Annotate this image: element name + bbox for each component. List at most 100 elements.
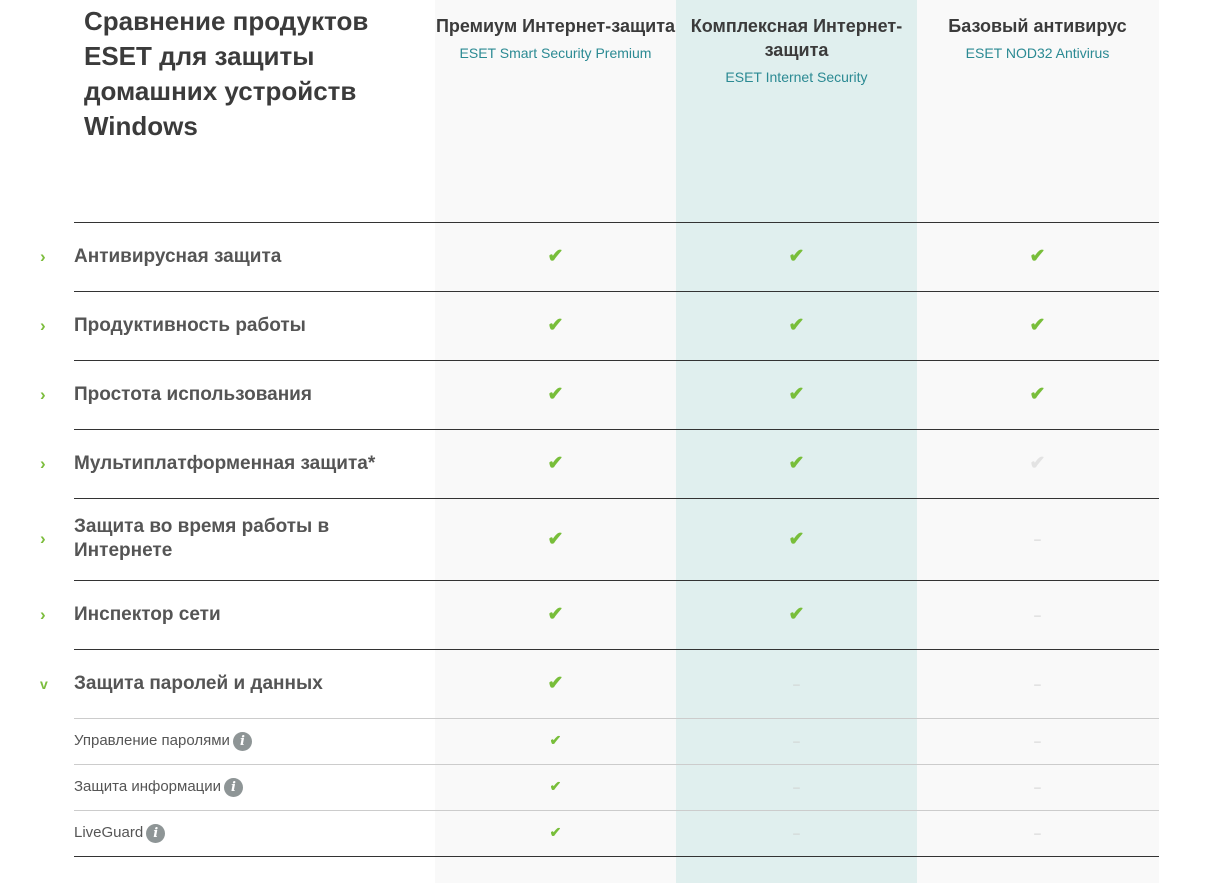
- feature-cell: ✔: [676, 452, 917, 475]
- feature-label: Защита во время работы в Интернете: [74, 515, 424, 563]
- product-sku-link[interactable]: ESET NOD32 Antivirus: [965, 45, 1110, 61]
- chevron-right-icon[interactable]: ›: [40, 453, 46, 473]
- product-sku-link[interactable]: ESET Internet Security: [725, 69, 868, 85]
- check-icon: ✔: [1029, 384, 1046, 405]
- row-divider: [74, 498, 1159, 499]
- feature-row[interactable]: › Антивирусная защита ✔ ✔ ✔: [0, 222, 1159, 291]
- row-divider: [74, 580, 1159, 581]
- check-icon: ✔: [1029, 315, 1046, 336]
- feature-row[interactable]: v Защита паролей и данных ✔ – –: [0, 649, 1159, 718]
- check-icon: ✔: [788, 384, 805, 405]
- column-nod32-bg: [917, 0, 1159, 883]
- feature-label-text: Защита во время работы в Интернете: [74, 516, 330, 561]
- feature-cell: ✔: [435, 603, 676, 626]
- feature-label: LiveGuard i: [74, 821, 424, 845]
- feature-row[interactable]: › Продуктивность работы ✔ ✔ ✔: [0, 291, 1159, 360]
- row-divider: [74, 764, 1159, 765]
- feature-label-text: Антивирусная защита: [74, 245, 282, 267]
- dash-icon: –: [793, 826, 800, 840]
- row-divider: [74, 429, 1159, 430]
- row-divider: [74, 291, 1159, 292]
- feature-label: Защита паролей и данных: [74, 672, 424, 696]
- feature-cell: ✔: [435, 245, 676, 268]
- chevron-right-icon[interactable]: ›: [40, 529, 46, 548]
- feature-cell: ✔: [435, 314, 676, 337]
- product-header: Комплексная Интернет-защита ESET Internet…: [676, 14, 917, 85]
- feature-label: Инспектор сети: [74, 603, 424, 627]
- feature-label-text: Инспектор сети: [74, 603, 221, 625]
- feature-label-text: Продуктивность работы: [74, 314, 306, 336]
- info-icon[interactable]: i: [224, 777, 244, 797]
- feature-label-text: Защита информации: [74, 778, 222, 795]
- feature-row[interactable]: › Инспектор сети ✔ ✔ –: [0, 580, 1159, 649]
- check-icon: ✔: [549, 824, 562, 840]
- feature-label: Антивирусная защита: [74, 245, 424, 269]
- feature-cell: ✔: [676, 528, 917, 551]
- dash-icon: –: [1034, 676, 1041, 691]
- row-divider: [74, 222, 1159, 223]
- feature-cell: –: [676, 675, 917, 693]
- feature-label-text: Простота использования: [74, 383, 312, 405]
- product-name: Премиум Интернет-защита: [435, 16, 676, 36]
- feature-label-text: Защита паролей и данных: [74, 672, 323, 694]
- check-icon: ✔: [788, 604, 805, 625]
- feature-label-text: LiveGuard: [74, 824, 144, 841]
- feature-subrow: LiveGuard i ✔ – –: [0, 810, 1159, 856]
- feature-cell: –: [676, 824, 917, 842]
- chevron-right-icon[interactable]: ›: [40, 604, 46, 624]
- check-icon: ✔: [549, 732, 562, 748]
- check-icon: ✔: [547, 673, 564, 694]
- row-divider: [74, 856, 1159, 857]
- feature-cell: –: [917, 732, 1158, 750]
- feature-cell: ✔: [435, 778, 676, 796]
- dash-icon: –: [1034, 780, 1041, 794]
- chevron-right-icon[interactable]: ›: [40, 384, 46, 404]
- chevron-down-icon[interactable]: v: [40, 675, 48, 692]
- check-icon: ✔: [547, 384, 564, 405]
- feature-cell: ✔: [435, 528, 676, 551]
- row-divider: [74, 649, 1159, 650]
- product-header: Премиум Интернет-защита ESET Smart Securi…: [435, 14, 676, 61]
- check-icon: ✔: [788, 528, 805, 550]
- feature-cell: ✔: [676, 314, 917, 337]
- feature-label: Управление паролями i: [74, 729, 424, 753]
- feature-cell: ✔: [917, 314, 1158, 337]
- feature-cell: –: [917, 530, 1158, 548]
- chevron-right-icon[interactable]: ›: [40, 246, 46, 266]
- check-icon: ✔: [788, 315, 805, 336]
- dash-icon: –: [793, 676, 800, 691]
- page-title: Сравнение продуктов ESET для защиты дома…: [84, 6, 369, 141]
- info-icon[interactable]: i: [146, 823, 166, 843]
- feature-cell: –: [917, 778, 1158, 796]
- check-disabled-icon: ✔: [1029, 453, 1046, 474]
- feature-cell: –: [917, 606, 1158, 624]
- product-sku-link[interactable]: ESET Smart Security Premium: [459, 45, 652, 61]
- check-icon: ✔: [547, 246, 564, 267]
- check-icon: ✔: [547, 604, 564, 625]
- check-icon: ✔: [547, 315, 564, 336]
- feature-label: Мультиплатформенная защита*: [74, 452, 424, 476]
- row-divider: [74, 718, 1159, 719]
- feature-row[interactable]: › Мультиплатформенная защита* ✔ ✔ ✔: [0, 429, 1159, 498]
- feature-cell: –: [917, 824, 1158, 842]
- dash-icon: –: [1034, 607, 1041, 622]
- dash-icon: –: [1034, 532, 1041, 546]
- feature-cell: –: [917, 675, 1158, 693]
- check-icon: ✔: [547, 453, 564, 474]
- chevron-right-icon[interactable]: ›: [40, 315, 46, 335]
- row-divider: [74, 810, 1159, 811]
- info-icon[interactable]: i: [232, 731, 252, 751]
- feature-row[interactable]: › Простота использования ✔ ✔ ✔: [0, 360, 1159, 429]
- feature-label: Защита информации i: [74, 775, 424, 799]
- feature-cell: ✔: [676, 383, 917, 406]
- feature-cell: ✔: [917, 383, 1158, 406]
- dash-icon: –: [793, 780, 800, 794]
- row-divider: [74, 360, 1159, 361]
- feature-cell: ✔: [676, 603, 917, 626]
- column-internet-security-bg: [676, 0, 917, 883]
- feature-cell: ✔: [435, 383, 676, 406]
- check-icon: ✔: [549, 778, 562, 794]
- feature-label: Простота использования: [74, 383, 424, 407]
- feature-cell: –: [676, 778, 917, 796]
- feature-row[interactable]: › Защита во время работы в Интернете ✔ ✔ –: [0, 498, 1159, 580]
